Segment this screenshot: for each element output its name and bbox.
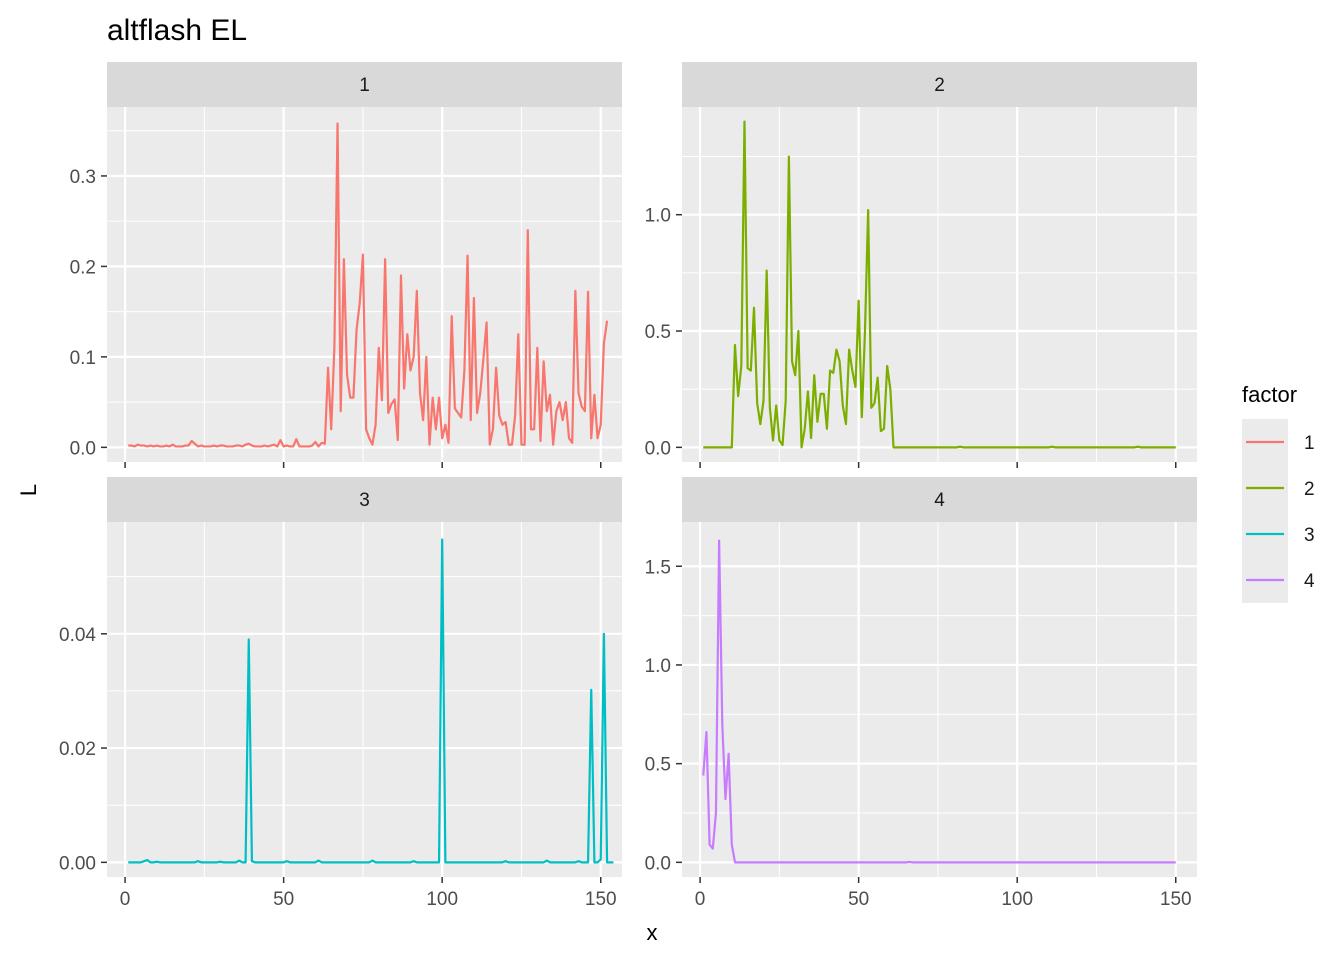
x-tick-label: 50	[273, 889, 294, 910]
x-tick-label: 100	[1001, 889, 1033, 910]
facet-panel-1: 1 0.0 0.1 0.2 0.3	[70, 62, 622, 468]
y-axis-label: L	[16, 484, 41, 496]
facet-panel-4: 4 0.0 0.5 1.0 1.5 0 50 100 150	[645, 477, 1197, 910]
y-tick-label: 0.0	[70, 438, 96, 459]
legend-title: factor	[1242, 382, 1297, 407]
x-tick-label: 0	[695, 889, 706, 910]
facet-strip-label: 4	[934, 490, 945, 511]
facet-strip	[682, 477, 1197, 522]
facet-strip	[107, 62, 622, 107]
series-line-4	[702, 539, 1176, 864]
legend: factor 1 2 3 4	[1242, 382, 1315, 603]
y-tick-label: 1.0	[645, 206, 671, 227]
y-tick-label: 0.02	[59, 739, 96, 760]
y-tick-label: 0.5	[645, 755, 671, 776]
x-tick-label: 0	[120, 889, 131, 910]
y-tick-label: 1.5	[645, 557, 671, 578]
x-tick-label: 150	[585, 889, 617, 910]
y-tick-label: 0.5	[645, 322, 671, 343]
facet-panel-3: 3 0.00 0.02 0.04 0 50 100 150	[59, 477, 622, 910]
y-tick-label: 0.0	[645, 438, 671, 459]
facet-strip-label: 2	[934, 75, 945, 96]
x-axis-label: x	[647, 920, 658, 945]
legend-entry-label: 4	[1304, 571, 1315, 592]
facet-panels: 10.00.10.20.320.00.51.030.000.020.040 50 1…	[59, 62, 1197, 910]
y-tick-label: 0.0	[645, 853, 671, 874]
facet-strip-label: 1	[359, 75, 370, 96]
legend-entry-2: 2	[1242, 465, 1315, 511]
y-tick-label: 0.2	[70, 257, 96, 278]
facet-strip	[682, 62, 1197, 107]
y-tick-label: 0.1	[70, 348, 96, 369]
series-line-1	[128, 122, 609, 448]
legend-entry-3: 3	[1242, 511, 1315, 557]
panel-background	[107, 522, 622, 877]
panel-background	[682, 522, 1197, 877]
legend-entry-1: 1	[1242, 419, 1315, 465]
y-tick-label: 0.00	[59, 853, 96, 874]
legend-entry-label: 3	[1304, 525, 1315, 546]
series-line-2	[703, 120, 1176, 449]
y-tick-label: 0.3	[70, 167, 96, 188]
series-line-3	[128, 538, 614, 864]
legend-entry-label: 1	[1304, 433, 1315, 454]
facet-panel-2: 2 0.0 0.5 1.0	[645, 62, 1197, 468]
panel-background	[682, 107, 1197, 462]
y-tick-label: 0.04	[59, 625, 96, 646]
legend-entry-label: 2	[1304, 479, 1315, 500]
facet-strip-label: 3	[359, 490, 370, 511]
legend-keys: 1 2 3 4	[1242, 419, 1315, 603]
x-tick-label: 50	[848, 889, 869, 910]
x-tick-label: 150	[1160, 889, 1192, 910]
facet-strip	[107, 477, 622, 522]
chart-title: altflash EL	[107, 14, 247, 47]
x-tick-label: 100	[426, 889, 458, 910]
y-tick-label: 1.0	[645, 656, 671, 677]
legend-entry-4: 4	[1242, 557, 1315, 603]
